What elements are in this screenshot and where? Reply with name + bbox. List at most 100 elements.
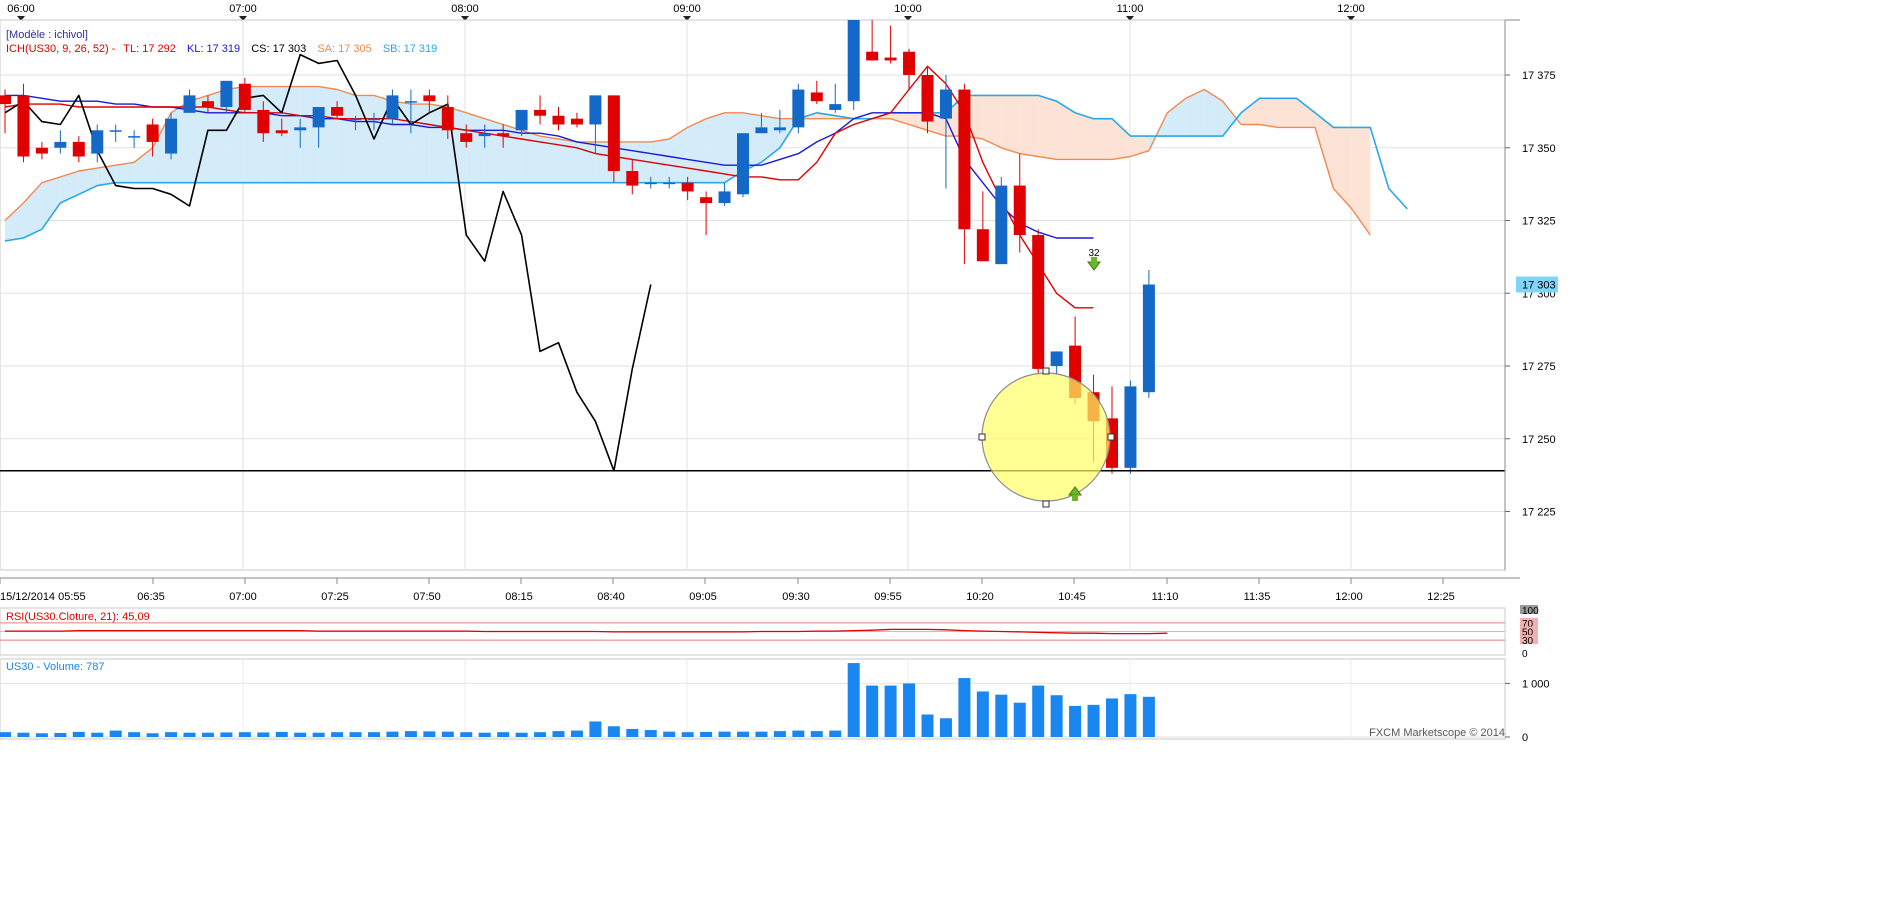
volume-bar bbox=[958, 678, 971, 737]
legend-ich: ICH(US30, 9, 26, 52) - bbox=[6, 43, 116, 55]
volume-bar bbox=[773, 731, 786, 737]
volume-bar bbox=[939, 718, 952, 737]
volume-bar bbox=[497, 732, 510, 737]
cloud-segment bbox=[23, 182, 42, 238]
candle-body bbox=[54, 141, 67, 148]
rsi-level-label: 30 bbox=[1522, 636, 1534, 647]
cloud-segment bbox=[540, 136, 559, 183]
price-tick-label: 17 275 bbox=[1522, 361, 1556, 373]
volume-bar bbox=[91, 732, 104, 737]
candle-body bbox=[737, 133, 749, 195]
top-axis-label: 12:00 bbox=[1337, 3, 1365, 15]
cloud-segment bbox=[5, 203, 24, 241]
signal-arrows: 32 bbox=[1068, 248, 1101, 501]
cloud-segment bbox=[687, 118, 707, 183]
volume-bar bbox=[183, 732, 196, 737]
cloud-segment bbox=[134, 147, 153, 183]
main-grid bbox=[0, 20, 1505, 570]
senkou-a-line bbox=[4, 85, 1371, 236]
cloud-segment bbox=[1296, 98, 1315, 128]
highlight-circle-annotation[interactable] bbox=[978, 367, 1115, 508]
top-axis-tick bbox=[904, 16, 912, 21]
volume-bar bbox=[1142, 696, 1155, 737]
volume-bar bbox=[201, 732, 214, 737]
bottom-axis-label: 11:10 bbox=[1152, 591, 1179, 603]
volume-bar bbox=[570, 730, 583, 737]
cloud-segment bbox=[97, 165, 116, 186]
candle-body bbox=[847, 20, 860, 102]
candle-body bbox=[91, 130, 104, 154]
rsi-level-tag bbox=[1520, 605, 1538, 614]
senkou-b-line bbox=[4, 94, 1408, 242]
candle-body bbox=[570, 118, 583, 125]
volume-bar bbox=[921, 714, 934, 737]
rsi-title: RSI(US30.Cloture, 21): 45,09 bbox=[6, 611, 150, 623]
volume-bar bbox=[607, 726, 620, 737]
chikou-line bbox=[4, 53, 652, 472]
volume-bar bbox=[644, 730, 657, 737]
cloud-segment bbox=[1222, 101, 1242, 137]
top-axis-label: 10:00 bbox=[894, 3, 922, 15]
candle-body bbox=[1013, 185, 1026, 236]
resize-handle bbox=[1107, 433, 1115, 441]
cloud-segment bbox=[300, 86, 319, 183]
bottom-axis-label: 11:35 bbox=[1244, 591, 1271, 603]
volume-bar bbox=[275, 731, 288, 737]
candle-body bbox=[589, 95, 602, 125]
candle-body bbox=[810, 92, 823, 102]
volume-bar bbox=[810, 731, 823, 737]
buy-signal-arrow-stem bbox=[1072, 495, 1078, 501]
top-axis-tick bbox=[1126, 16, 1134, 21]
volume-bar bbox=[995, 694, 1008, 737]
volume-bar bbox=[349, 732, 362, 737]
cloud-segment bbox=[60, 171, 79, 204]
cloud-segment bbox=[355, 95, 374, 183]
volume-bar bbox=[423, 731, 436, 737]
volume-bar bbox=[829, 730, 842, 737]
bottom-time-axis: 15/12/2014 05:55 06:35 07:00 07:25 07:50 08:1… bbox=[0, 577, 1520, 603]
candle-body bbox=[552, 115, 565, 125]
price-tick-label: 17 350 bbox=[1522, 143, 1556, 155]
candle-body bbox=[72, 141, 85, 157]
cloud-segment bbox=[1241, 98, 1260, 125]
volume-tick-label: 1 000 bbox=[1522, 678, 1550, 690]
volume-bar bbox=[404, 731, 417, 737]
candle-body bbox=[939, 89, 952, 119]
candle-body bbox=[423, 95, 436, 102]
candle-body bbox=[1050, 351, 1063, 366]
bottom-axis-label: 07:50 bbox=[413, 591, 441, 603]
top-axis-label: 06:00 bbox=[7, 3, 35, 15]
cloud-segment bbox=[503, 124, 522, 183]
candle-body bbox=[386, 95, 399, 119]
candle-body bbox=[275, 130, 288, 134]
volume-bar bbox=[866, 685, 879, 737]
candle-body bbox=[1124, 386, 1137, 468]
cloud-segment bbox=[466, 112, 485, 183]
candle-body bbox=[349, 118, 362, 121]
candle-body bbox=[0, 95, 11, 105]
volume-bar bbox=[257, 732, 270, 737]
cloud-segment bbox=[1093, 118, 1112, 160]
top-axis-label: 09:00 bbox=[673, 3, 701, 15]
volume-bar bbox=[128, 732, 141, 737]
candle-body bbox=[663, 182, 676, 185]
volume-bar bbox=[976, 691, 989, 737]
candle-body bbox=[995, 185, 1008, 265]
bottom-axis-label: 09:30 bbox=[782, 591, 810, 603]
cloud-segment bbox=[1351, 127, 1371, 236]
bottom-axis-label: 10:45 bbox=[1058, 591, 1086, 603]
volume-tick-label: 0 bbox=[1522, 732, 1528, 744]
rsi-level-tag bbox=[1520, 635, 1538, 645]
top-axis-label: 07:00 bbox=[229, 3, 257, 15]
candlesticks bbox=[0, 20, 1155, 474]
bottom-axis-label: 10:20 bbox=[966, 591, 994, 603]
resize-handle bbox=[1042, 367, 1050, 375]
cloud-segment bbox=[558, 139, 577, 183]
cloud-segment bbox=[318, 86, 338, 183]
bottom-axis-label: 15/12/2014 05:55 bbox=[0, 591, 86, 603]
volume-bar bbox=[1013, 702, 1026, 737]
candle-body bbox=[238, 83, 251, 110]
rsi-level-label: 70 bbox=[1522, 619, 1534, 630]
resize-handle bbox=[978, 433, 986, 441]
